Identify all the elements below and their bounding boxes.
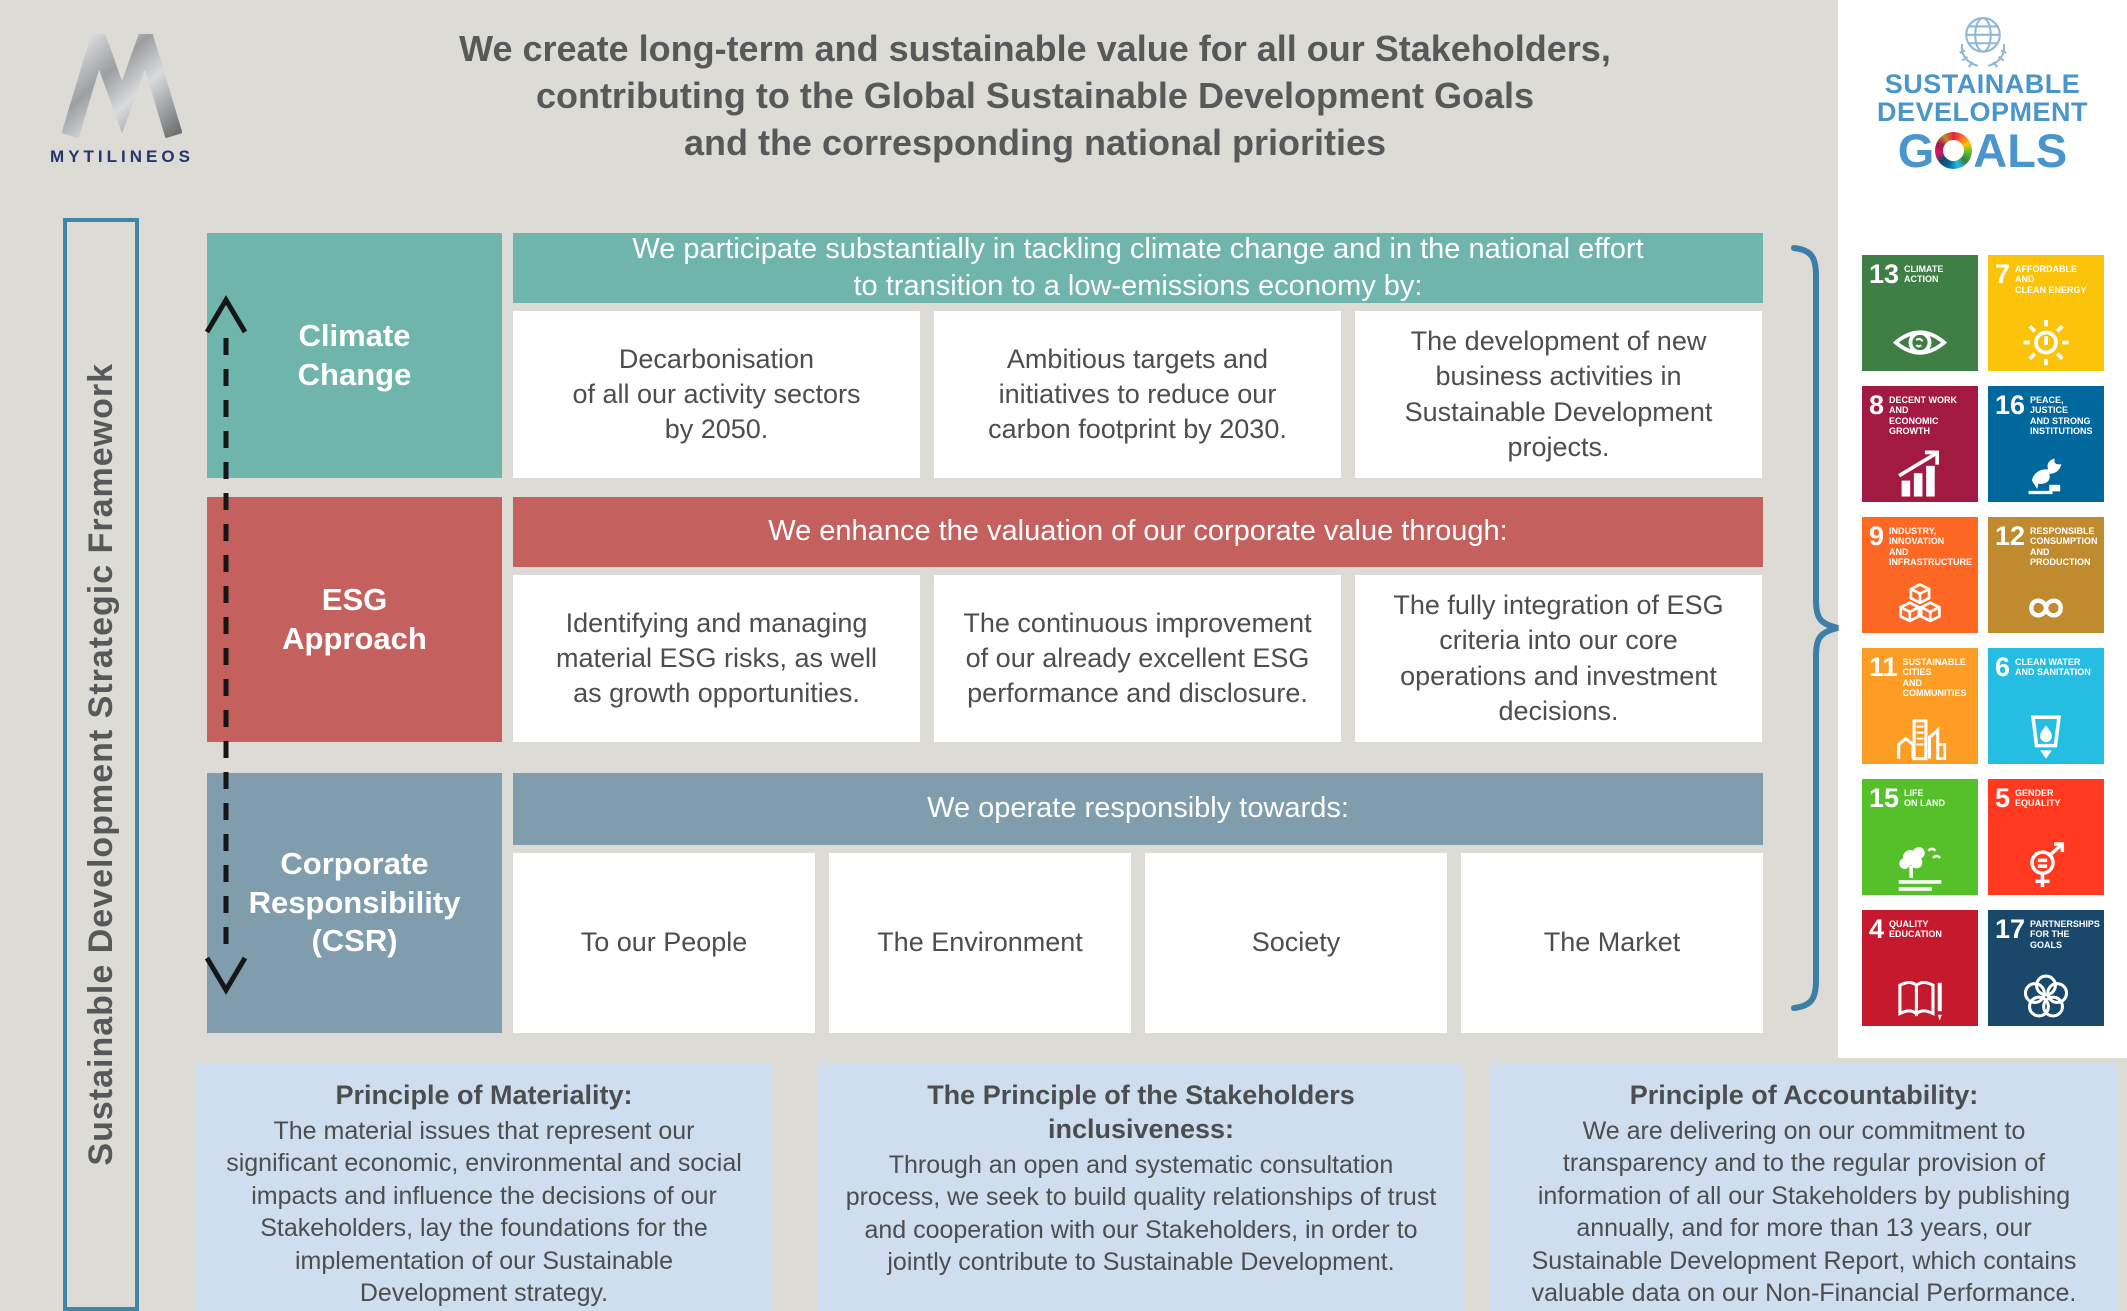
esg-box-improvement: The continuous improvement of our alread…	[934, 575, 1341, 742]
sdg-tile-8: 8 DECENT WORK AND ECONOMIC GROWTH	[1862, 386, 1978, 502]
sdg-number: 17	[1995, 914, 2026, 944]
double-arrow-icon	[204, 295, 248, 995]
brace-icon	[1791, 245, 1839, 1011]
csr-box-people: To our People	[513, 853, 815, 1033]
sdg-9-cubes-icon	[1862, 580, 1978, 630]
principle-body: The material issues that represent our s…	[226, 1116, 742, 1308]
principle-body: We are delivering on our commitment to t…	[1531, 1116, 2077, 1308]
sdg-tile-16: 16 PEACE, JUSTICE AND STRONG INSTITUTION…	[1988, 386, 2104, 502]
company-logo: MYTILINEOS	[42, 12, 202, 167]
sdg-label: INDUSTRY, INNOVATION AND INFRASTRUCTURE	[1889, 526, 1973, 568]
sdg-5-gender-equality-icon	[1988, 838, 2104, 892]
row-label-esg-approach: ESG Approach	[207, 497, 502, 742]
sdg-label: GENDER EQUALITY	[2015, 788, 2061, 809]
esg-box-integration: The fully integration of ESG criteria in…	[1355, 575, 1762, 742]
company-name: MYTILINEOS	[50, 147, 194, 166]
sdg-tile-4: 4 QUALITY EDUCATION	[1862, 910, 1978, 1026]
mytilineos-m-icon	[61, 12, 183, 139]
principle-body: Through an open and systematic consultat…	[845, 1150, 1437, 1277]
row-header-esg-approach: We enhance the valuation of our corporat…	[513, 497, 1763, 567]
sdg-17-circles-icon	[1988, 969, 2104, 1023]
climate-box-new-business: The development of new business activiti…	[1355, 311, 1762, 478]
sdg-number: 9	[1869, 521, 1885, 551]
sdg-11-city-buildings-icon	[1862, 709, 1978, 761]
sdg-label: CLEAN WATER AND SANITATION	[2015, 657, 2091, 678]
principle-title: The Principle of the Stakeholders inclus…	[927, 1080, 1355, 1144]
sdg-logo-goals: G ALS	[1898, 127, 2068, 174]
sdg-label: RESPONSIBLE CONSUMPTION AND PRODUCTION	[2030, 526, 2098, 568]
sdg-label: CLIMATE ACTION	[1904, 264, 1944, 285]
sdg-tile-7: 7 AFFORDABLE AND CLEAN ENERGY	[1988, 255, 2104, 371]
principle-title: Principle of Materiality:	[335, 1080, 633, 1110]
sdg-15-tree-icon	[1862, 840, 1978, 892]
sdg-number: 4	[1869, 914, 1885, 944]
principle-title: Principle of Accountability:	[1629, 1080, 1979, 1110]
sdg-tile-17: 17 PARTNERSHIPS FOR THE GOALS	[1988, 910, 2104, 1026]
sdg-8-growth-chart-icon	[1862, 445, 1978, 499]
csr-box-market: The Market	[1461, 853, 1763, 1033]
sdg-label: AFFORDABLE AND CLEAN ENERGY	[2015, 264, 2087, 295]
sdg-ring-icon	[1935, 131, 1973, 169]
csr-box-society: Society	[1145, 853, 1447, 1033]
sdg-13-eye-globe-icon	[1862, 312, 1978, 368]
sdg-12-infinity-icon	[1988, 586, 2104, 630]
sdg-label: QUALITY EDUCATION	[1889, 919, 1942, 940]
sdg-tile-9: 9 INDUSTRY, INNOVATION AND INFRASTRUCTUR…	[1862, 517, 1978, 633]
sdg-logo-line1: SUSTAINABLE	[1884, 69, 2081, 99]
sdg-logo: SUSTAINABLE DEVELOPMENT G ALS	[1838, 10, 2127, 174]
csr-box-environment: The Environment	[829, 853, 1131, 1033]
sdg-4-book-icon	[1862, 971, 1978, 1023]
sdg-label: PEACE, JUSTICE AND STRONG INSTITUTIONS	[2030, 395, 2093, 437]
row-label-climate-change: Climate Change	[207, 233, 502, 478]
goals-g: G	[1897, 123, 1935, 177]
sdg-tile-15: 15 LIFE ON LAND	[1862, 779, 1978, 895]
sidebar-label: Sustainable Development Strategic Framew…	[81, 363, 120, 1166]
climate-box-decarbonisation: Decarbonisation of all our activity sect…	[513, 311, 920, 478]
sdg-number: 16	[1995, 390, 2026, 420]
goals-als: ALS	[1973, 123, 2068, 177]
sdg-label: DECENT WORK AND ECONOMIC GROWTH	[1889, 395, 1958, 437]
sdg-number: 8	[1869, 390, 1885, 420]
sdg-number: 13	[1869, 259, 1900, 289]
sdg-number: 7	[1995, 259, 2011, 289]
un-emblem-icon	[1958, 17, 2007, 68]
principle-materiality: Principle of Materiality: The material i…	[196, 1063, 772, 1311]
sdg-logo-line2: DEVELOPMENT	[1876, 97, 2089, 128]
sdg-number: 5	[1995, 783, 2011, 813]
principle-stakeholders: The Principle of the Stakeholders inclus…	[818, 1063, 1464, 1311]
sdg-label: PARTNERSHIPS FOR THE GOALS	[2030, 919, 2100, 950]
sdg-tile-5: 5 GENDER EQUALITY	[1988, 779, 2104, 895]
principle-accountability: Principle of Accountability: We are deli…	[1490, 1063, 2118, 1311]
sdg-16-dove-icon	[1988, 451, 2104, 499]
sdg-number: 11	[1869, 652, 1898, 682]
sdg-7-sun-energy-icon	[1988, 312, 2104, 368]
sdg-6-water-glass-icon	[1988, 709, 2104, 761]
strategic-framework-sidebar: Sustainable Development Strategic Framew…	[63, 218, 139, 1311]
sdg-number: 15	[1869, 783, 1900, 813]
sdg-label: LIFE ON LAND	[1904, 788, 1946, 809]
sdg-tile-11: 11 SUSTAINABLE CITIES AND COMMUNITIES	[1862, 648, 1978, 764]
esg-box-risks: Identifying and managing material ESG ri…	[513, 575, 920, 742]
sdg-number: 6	[1995, 652, 2011, 682]
climate-box-targets: Ambitious targets and initiatives to red…	[934, 311, 1341, 478]
sdg-number: 12	[1995, 521, 2026, 551]
sdg-tile-13: 13 CLIMATE ACTION	[1862, 255, 1978, 371]
sdg-label: SUSTAINABLE CITIES AND COMMUNITIES	[1902, 657, 1967, 699]
sdg-tile-12: 12 RESPONSIBLE CONSUMPTION AND PRODUCTIO…	[1988, 517, 2104, 633]
row-header-climate-change: We participate substantially in tackling…	[513, 233, 1763, 303]
row-header-csr: We operate responsibly towards:	[513, 773, 1763, 845]
row-label-csr: Corporate Responsibility (CSR)	[207, 773, 502, 1033]
page-title: We create long-term and sustainable valu…	[459, 28, 1611, 163]
sdg-tile-6: 6 CLEAN WATER AND SANITATION	[1988, 648, 2104, 764]
